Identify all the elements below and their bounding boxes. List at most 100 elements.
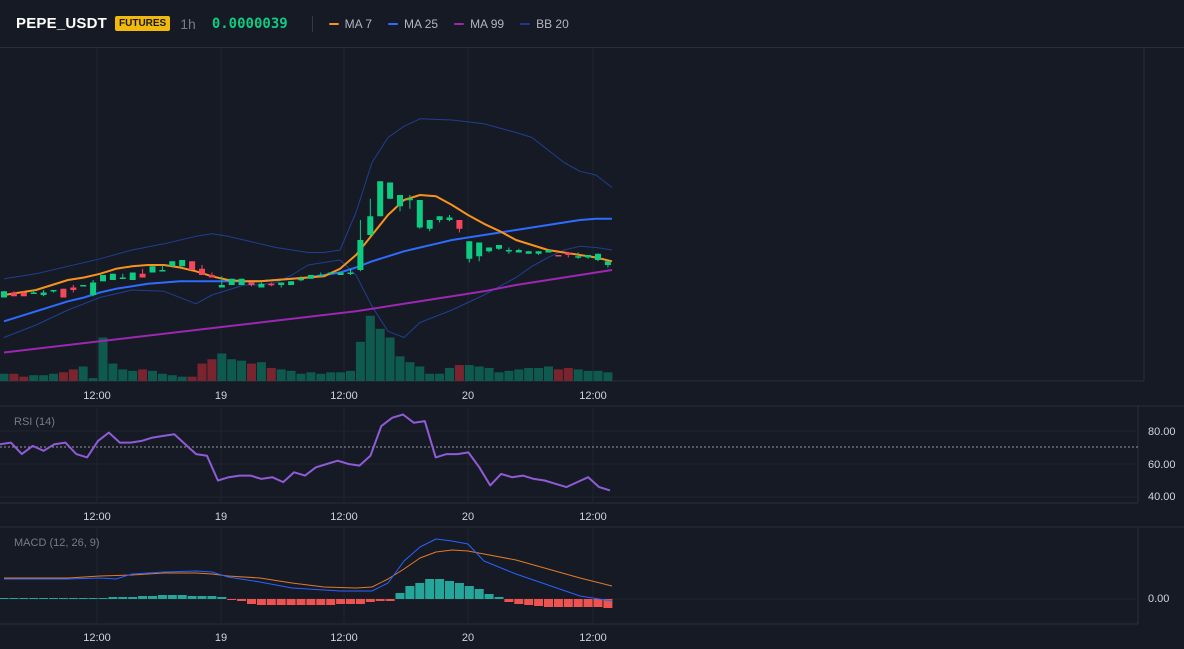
candle-body xyxy=(604,261,611,265)
rsi-level-60: 60.00 xyxy=(1148,459,1176,471)
macd-hist-bar xyxy=(237,599,247,601)
volume-bar xyxy=(336,372,346,381)
candle-body xyxy=(189,261,196,270)
candle-body xyxy=(337,272,344,275)
candle-body xyxy=(159,270,166,272)
rsi-title[interactable]: RSI (14) xyxy=(14,416,55,428)
grid-lines xyxy=(0,48,1138,624)
volume-bar xyxy=(553,369,563,381)
candle-body xyxy=(258,283,265,288)
volume-bar xyxy=(494,372,504,381)
volume-bar xyxy=(118,369,128,381)
candle-body xyxy=(367,216,374,235)
macd-hist-bar xyxy=(544,599,553,607)
symbol-name[interactable]: PEPE_USDT xyxy=(16,15,107,32)
candle-body xyxy=(100,275,106,282)
ma99-swatch xyxy=(454,22,465,25)
legend-bb20[interactable]: BB 20 xyxy=(520,17,569,31)
macd-time-tick-5: 12:00 xyxy=(579,632,607,644)
volume-bar xyxy=(157,373,167,381)
candle-body xyxy=(357,240,364,270)
volume-bar xyxy=(524,367,534,381)
volume-bar xyxy=(39,375,49,381)
macd-hist-bar xyxy=(445,581,454,599)
macd-hist-bar xyxy=(534,599,544,606)
volume-bar xyxy=(227,359,237,381)
legend-ma99[interactable]: MA 99 xyxy=(454,17,504,31)
macd-hist-bar xyxy=(256,599,266,605)
candle-body xyxy=(327,272,334,274)
rsi-level-40: 40.00 xyxy=(1148,491,1176,503)
candle-body xyxy=(426,220,433,229)
macd-hist-bar xyxy=(395,593,405,599)
macd-hist-bar xyxy=(435,579,445,599)
volume-bar xyxy=(148,370,157,381)
macd-hist-bar xyxy=(336,599,346,604)
macd-hist-bar xyxy=(563,599,573,607)
legend-ma25[interactable]: MA 25 xyxy=(388,17,438,31)
time-tick-3: 12:00 xyxy=(330,390,358,402)
futures-badge: FUTURES xyxy=(115,16,171,31)
legend-ma7-label: MA 7 xyxy=(344,16,373,31)
macd-hist-bar xyxy=(9,598,19,599)
macd-hist-bar xyxy=(227,599,237,600)
macd-hist-bar xyxy=(187,596,197,599)
macd-title[interactable]: MACD (12, 26, 9) xyxy=(14,537,100,549)
bb-lower-line xyxy=(3,245,613,338)
macd-hist-bar xyxy=(19,598,29,599)
macd-hist-bar xyxy=(118,597,128,599)
macd-hist-bar xyxy=(49,598,58,599)
macd-hist-bar xyxy=(593,599,603,607)
candle-body xyxy=(60,288,67,298)
macd-hist-bar xyxy=(375,599,385,601)
macd-hist-bar xyxy=(573,599,583,607)
macd-indicator xyxy=(0,538,613,608)
candle-body xyxy=(476,242,483,257)
macd-hist-bar xyxy=(454,583,464,599)
volume-bar xyxy=(573,369,583,381)
candle-body xyxy=(456,220,463,229)
volume-bar xyxy=(425,373,435,381)
macd-hist-bar xyxy=(286,599,296,605)
candle-body xyxy=(545,250,552,253)
candle-body xyxy=(30,292,37,294)
macd-hist-bar xyxy=(355,599,365,604)
time-tick-2: 19 xyxy=(215,390,227,402)
rsi-time-tick-5: 12:00 xyxy=(579,511,607,523)
volume-bar xyxy=(563,367,573,381)
ma25-line xyxy=(3,217,612,323)
candle-body xyxy=(406,198,413,201)
volume-bar xyxy=(98,337,108,381)
macd-hist-bar xyxy=(474,589,484,599)
macd-hist-bar xyxy=(177,595,187,599)
candle-body xyxy=(149,266,156,273)
macd-hist-bar xyxy=(326,599,336,605)
volume-bar xyxy=(177,376,187,381)
time-tick-5: 12:00 xyxy=(579,390,607,402)
volume-bar xyxy=(375,328,385,381)
candle-body xyxy=(535,251,542,254)
candle-body xyxy=(248,282,255,285)
candle-body xyxy=(208,275,215,278)
macd-hist-bar xyxy=(405,586,415,599)
macd-hist-bar xyxy=(415,583,425,599)
ma99-line xyxy=(3,269,613,354)
volume-bar xyxy=(316,373,326,381)
macd-hist-bar xyxy=(553,599,563,607)
header-divider xyxy=(311,15,313,32)
interval-label[interactable]: 1h xyxy=(180,15,196,32)
rsi-level-80: 80.00 xyxy=(1148,426,1176,438)
volume-bar xyxy=(415,366,425,381)
macd-time-tick-1: 12:00 xyxy=(83,632,111,644)
volume-bar xyxy=(286,370,296,381)
macd-hist-bar xyxy=(365,599,375,602)
candle-body xyxy=(496,245,502,249)
volume-bar xyxy=(128,370,138,381)
volume-bar xyxy=(296,373,306,381)
macd-hist-bar xyxy=(464,586,474,599)
volume-bar xyxy=(9,373,19,381)
rsi-time-tick-1: 12:00 xyxy=(83,511,111,523)
legend-ma7[interactable]: MA 7 xyxy=(328,16,373,31)
volume-bar xyxy=(108,363,118,381)
